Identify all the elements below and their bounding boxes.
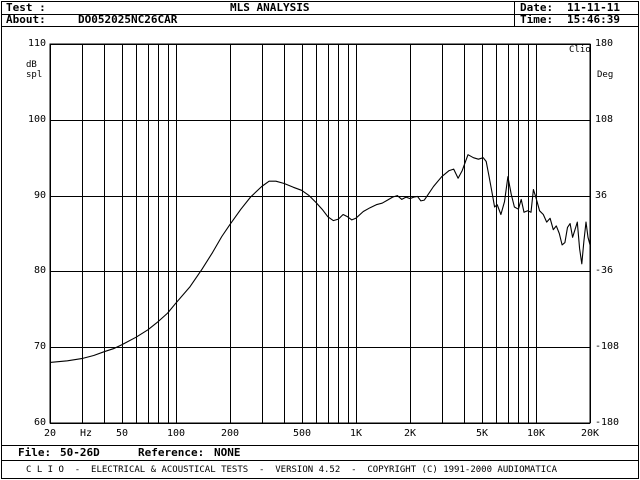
about-label: About: (6, 13, 46, 26)
x-tick-label: 200 (221, 428, 240, 439)
y2-tick-label: 108 (595, 114, 614, 125)
x-tick-label: 2K (404, 428, 417, 439)
y2-tick-label: -36 (595, 265, 614, 276)
y2-tick-label: 180 (595, 38, 614, 49)
footer-banner: C L I O - ELECTRICAL & ACOUSTICAL TESTS … (26, 465, 558, 475)
x-tick-label: 20 (44, 428, 57, 439)
x-tick-label: 20K (581, 428, 600, 439)
y2-tick-label: 36 (595, 190, 608, 201)
chart-series-layer (49, 154, 591, 363)
file-label: File: (18, 446, 52, 459)
y-tick-label: 70 (34, 341, 47, 352)
x-tick-label: 500 (293, 428, 312, 439)
header-divider-1 (2, 14, 638, 15)
header-divider-2 (2, 26, 638, 27)
y-tick-label: 90 (34, 190, 47, 201)
footer-divider-1 (2, 445, 638, 446)
file-value: 50-26D (60, 446, 100, 459)
time-value: 15:46:39 (567, 13, 620, 26)
footer-divider-2 (2, 460, 638, 461)
y-axis-label-db: dB (26, 60, 37, 70)
y-axis-label-spl: spl (26, 70, 43, 80)
x-tick-label: 50 (116, 428, 129, 439)
date-label: Date: (520, 1, 554, 14)
spl-response-curve (49, 154, 591, 363)
chart-grid (49, 43, 591, 424)
time-label: Time: (520, 13, 554, 26)
about-value: DO052025NC26CAR (78, 13, 178, 26)
x-tick-label: 10K (527, 428, 546, 439)
x-tick-label: 5K (476, 428, 489, 439)
y-tick-label: 110 (28, 38, 47, 49)
x-axis-label: Hz (80, 428, 93, 439)
y2-tick-label: -108 (595, 341, 620, 352)
reference-value: NONE (214, 446, 241, 459)
header-vsep (514, 2, 515, 26)
reference-label: Reference: (138, 446, 205, 459)
y-tick-label: 100 (28, 114, 47, 125)
x-tick-label: 100 (167, 428, 186, 439)
y-tick-label: 80 (34, 265, 47, 276)
date-value: 11-11-11 (567, 1, 620, 14)
page-title: MLS ANALYSIS (230, 1, 310, 14)
x-tick-label: 1K (350, 428, 363, 439)
y2-tick-label: -180 (595, 417, 620, 428)
clio-corner-label: Clio (569, 45, 591, 55)
test-label: Test : (6, 1, 46, 14)
y2-axis-label: Deg (597, 70, 614, 80)
y-tick-label: 60 (34, 417, 47, 428)
